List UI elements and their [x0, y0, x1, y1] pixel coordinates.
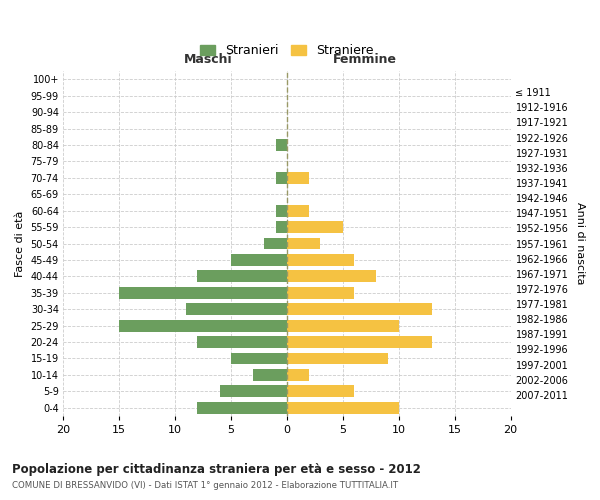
Bar: [287, 205, 309, 216]
Y-axis label: Anni di nascita: Anni di nascita: [575, 202, 585, 285]
Bar: [186, 304, 287, 315]
Bar: [231, 254, 287, 266]
Bar: [287, 270, 376, 282]
Bar: [287, 172, 309, 184]
Bar: [287, 369, 309, 381]
Bar: [287, 386, 354, 398]
Bar: [287, 238, 320, 250]
Bar: [275, 221, 287, 233]
Bar: [275, 139, 287, 151]
Bar: [197, 402, 287, 413]
Bar: [119, 320, 287, 332]
Legend: Stranieri, Straniere: Stranieri, Straniere: [195, 40, 379, 62]
Bar: [287, 304, 432, 315]
Bar: [287, 402, 399, 413]
Bar: [197, 336, 287, 348]
Bar: [287, 254, 354, 266]
Bar: [287, 352, 388, 364]
Bar: [253, 369, 287, 381]
Text: Femmine: Femmine: [333, 53, 397, 66]
Bar: [275, 205, 287, 216]
Text: Maschi: Maschi: [184, 53, 233, 66]
Bar: [220, 386, 287, 398]
Bar: [287, 287, 354, 298]
Bar: [287, 336, 432, 348]
Bar: [231, 352, 287, 364]
Bar: [275, 172, 287, 184]
Bar: [119, 287, 287, 298]
Bar: [287, 320, 399, 332]
Bar: [287, 221, 343, 233]
Y-axis label: Fasce di età: Fasce di età: [15, 210, 25, 276]
Bar: [197, 270, 287, 282]
Bar: [265, 238, 287, 250]
Text: COMUNE DI BRESSANVIDO (VI) - Dati ISTAT 1° gennaio 2012 - Elaborazione TUTTITALI: COMUNE DI BRESSANVIDO (VI) - Dati ISTAT …: [12, 481, 398, 490]
Text: Popolazione per cittadinanza straniera per età e sesso - 2012: Popolazione per cittadinanza straniera p…: [12, 462, 421, 475]
